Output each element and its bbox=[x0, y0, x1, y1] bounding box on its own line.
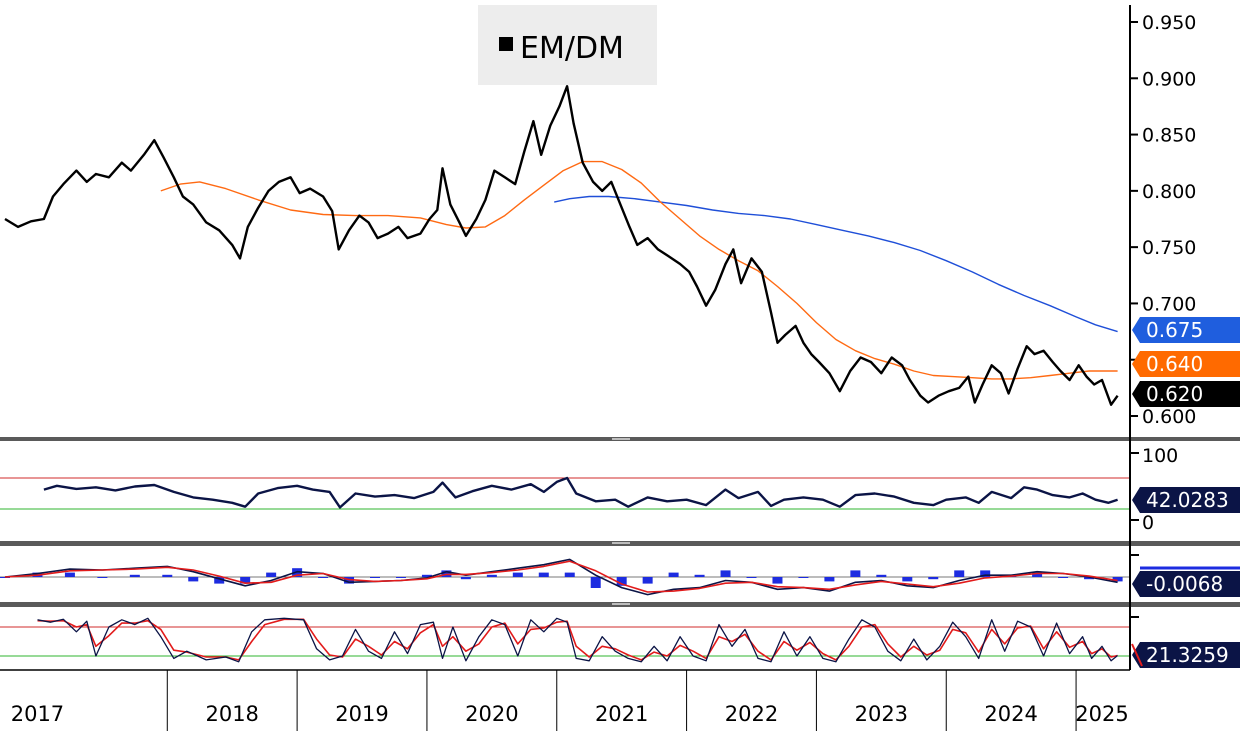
value-tag-bg bbox=[1132, 642, 1240, 668]
macd-hist-bar bbox=[668, 572, 679, 577]
em-dm-line bbox=[4, 84, 1119, 406]
value-tag-label: -0.0068 bbox=[1146, 572, 1223, 596]
macd-hist-bar bbox=[850, 570, 861, 577]
macd-hist-bar bbox=[0, 577, 10, 578]
separator-grip bbox=[612, 438, 630, 440]
ma-long-line bbox=[554, 195, 1118, 333]
macd-hist-bar bbox=[1032, 572, 1043, 577]
ma-short-line bbox=[160, 160, 1118, 380]
macd-hist-bar bbox=[1112, 577, 1123, 582]
macd-hist-bar bbox=[64, 572, 75, 577]
price-value-tag: 0.620 bbox=[1132, 381, 1240, 407]
value-tag-bg bbox=[1132, 571, 1240, 597]
macd-signal-line bbox=[4, 560, 1118, 593]
macd-hist-bar bbox=[590, 577, 601, 588]
macd-hist-bar bbox=[486, 574, 497, 577]
x-tick-label: 2018 bbox=[205, 702, 258, 726]
macd-hist-bar bbox=[214, 577, 225, 584]
macd-hist-bar bbox=[564, 572, 575, 577]
rsi-tick-label: 100 bbox=[1142, 445, 1178, 467]
macd-hist-bar bbox=[746, 577, 757, 578]
macd-hist-bar bbox=[421, 574, 432, 577]
macd-hist-bar bbox=[902, 577, 913, 582]
x-tick-label: 2021 bbox=[595, 702, 648, 726]
price-value-tag: 0.675 bbox=[1132, 317, 1240, 343]
macd-hist-bar bbox=[97, 577, 108, 578]
macd-hist-bar bbox=[824, 577, 835, 582]
stoch-tag-accent bbox=[1131, 643, 1143, 667]
price-tick-label: 0.600 bbox=[1142, 406, 1196, 428]
macd-hist-bar bbox=[538, 572, 549, 577]
rsi-line bbox=[43, 476, 1118, 509]
macd-hist-bar bbox=[512, 572, 523, 577]
macd-hist-bar bbox=[318, 577, 329, 578]
value-tag-bg bbox=[1132, 381, 1240, 407]
x-tick-label: 2022 bbox=[725, 702, 778, 726]
price-tick-label: 0.850 bbox=[1142, 125, 1196, 147]
macd-hist-bar bbox=[772, 577, 783, 584]
macd-hist-bar bbox=[395, 577, 406, 578]
macd-hist-bar bbox=[1084, 577, 1095, 580]
price-value-tag: 0.640 bbox=[1132, 351, 1240, 377]
rsi-value-tag: 42.0283 bbox=[1132, 487, 1240, 513]
macd-hist-bar bbox=[1058, 577, 1069, 578]
value-tag-bg bbox=[1132, 317, 1240, 343]
legend-marker bbox=[499, 37, 513, 51]
x-tick-label: 2023 bbox=[855, 702, 908, 726]
macd-hist-bar bbox=[798, 577, 809, 578]
x-tick-label: 2025 bbox=[1075, 702, 1128, 726]
legend: EM/DM bbox=[478, 5, 657, 85]
macd-hist-bar bbox=[954, 570, 965, 577]
separator-grip bbox=[612, 603, 630, 605]
macd-hist-bar bbox=[188, 577, 199, 582]
macd-hist-bar bbox=[694, 574, 705, 577]
macd-hist-bar bbox=[162, 574, 173, 577]
x-tick-label: 2019 bbox=[335, 702, 388, 726]
legend-label: EM/DM bbox=[520, 31, 624, 66]
x-tick-label: 2024 bbox=[984, 702, 1037, 726]
macd-value-tag: -0.0068 bbox=[1132, 571, 1240, 597]
macd-hist-bar bbox=[460, 577, 471, 580]
price-tick-label: 0.900 bbox=[1142, 68, 1196, 90]
macd-hist-bar bbox=[720, 570, 731, 577]
price-tick-label: 0.950 bbox=[1142, 12, 1196, 34]
value-tag-bg bbox=[1132, 351, 1240, 377]
price-tick-label: 0.750 bbox=[1142, 237, 1196, 259]
price-tick-label: 0.700 bbox=[1142, 293, 1196, 315]
macd-hist-bar bbox=[129, 574, 140, 577]
value-tag-label: 0.640 bbox=[1146, 352, 1203, 376]
macd-hist-bar bbox=[928, 577, 939, 580]
macd-hist-bar bbox=[616, 577, 627, 586]
macd-line bbox=[4, 558, 1118, 596]
stoch-value-tag: 21.3259 bbox=[1132, 642, 1240, 668]
macd-hist-bar bbox=[876, 574, 887, 577]
macd-hist-bar bbox=[370, 577, 381, 578]
value-tag-label: 0.620 bbox=[1146, 382, 1203, 406]
rsi-tick-label: 0 bbox=[1142, 512, 1154, 534]
macd-hist-bar bbox=[980, 570, 991, 577]
macd-hist-bar bbox=[642, 577, 653, 584]
value-tag-bg bbox=[1132, 487, 1240, 513]
macd-hist-bar bbox=[240, 577, 251, 584]
x-tick-label: 2020 bbox=[465, 702, 518, 726]
value-tag-label: 0.675 bbox=[1146, 318, 1203, 342]
separator-grip bbox=[612, 542, 630, 544]
stoch-k-line bbox=[37, 617, 1119, 663]
macd-hist-bar bbox=[292, 568, 303, 577]
price-tick-label: 0.800 bbox=[1142, 181, 1196, 203]
value-tag-label: 42.0283 bbox=[1146, 488, 1229, 512]
value-tag-label: 21.3259 bbox=[1146, 643, 1229, 667]
x-tick-label: 2017 bbox=[11, 702, 64, 726]
macd-hist-bar bbox=[266, 572, 277, 577]
